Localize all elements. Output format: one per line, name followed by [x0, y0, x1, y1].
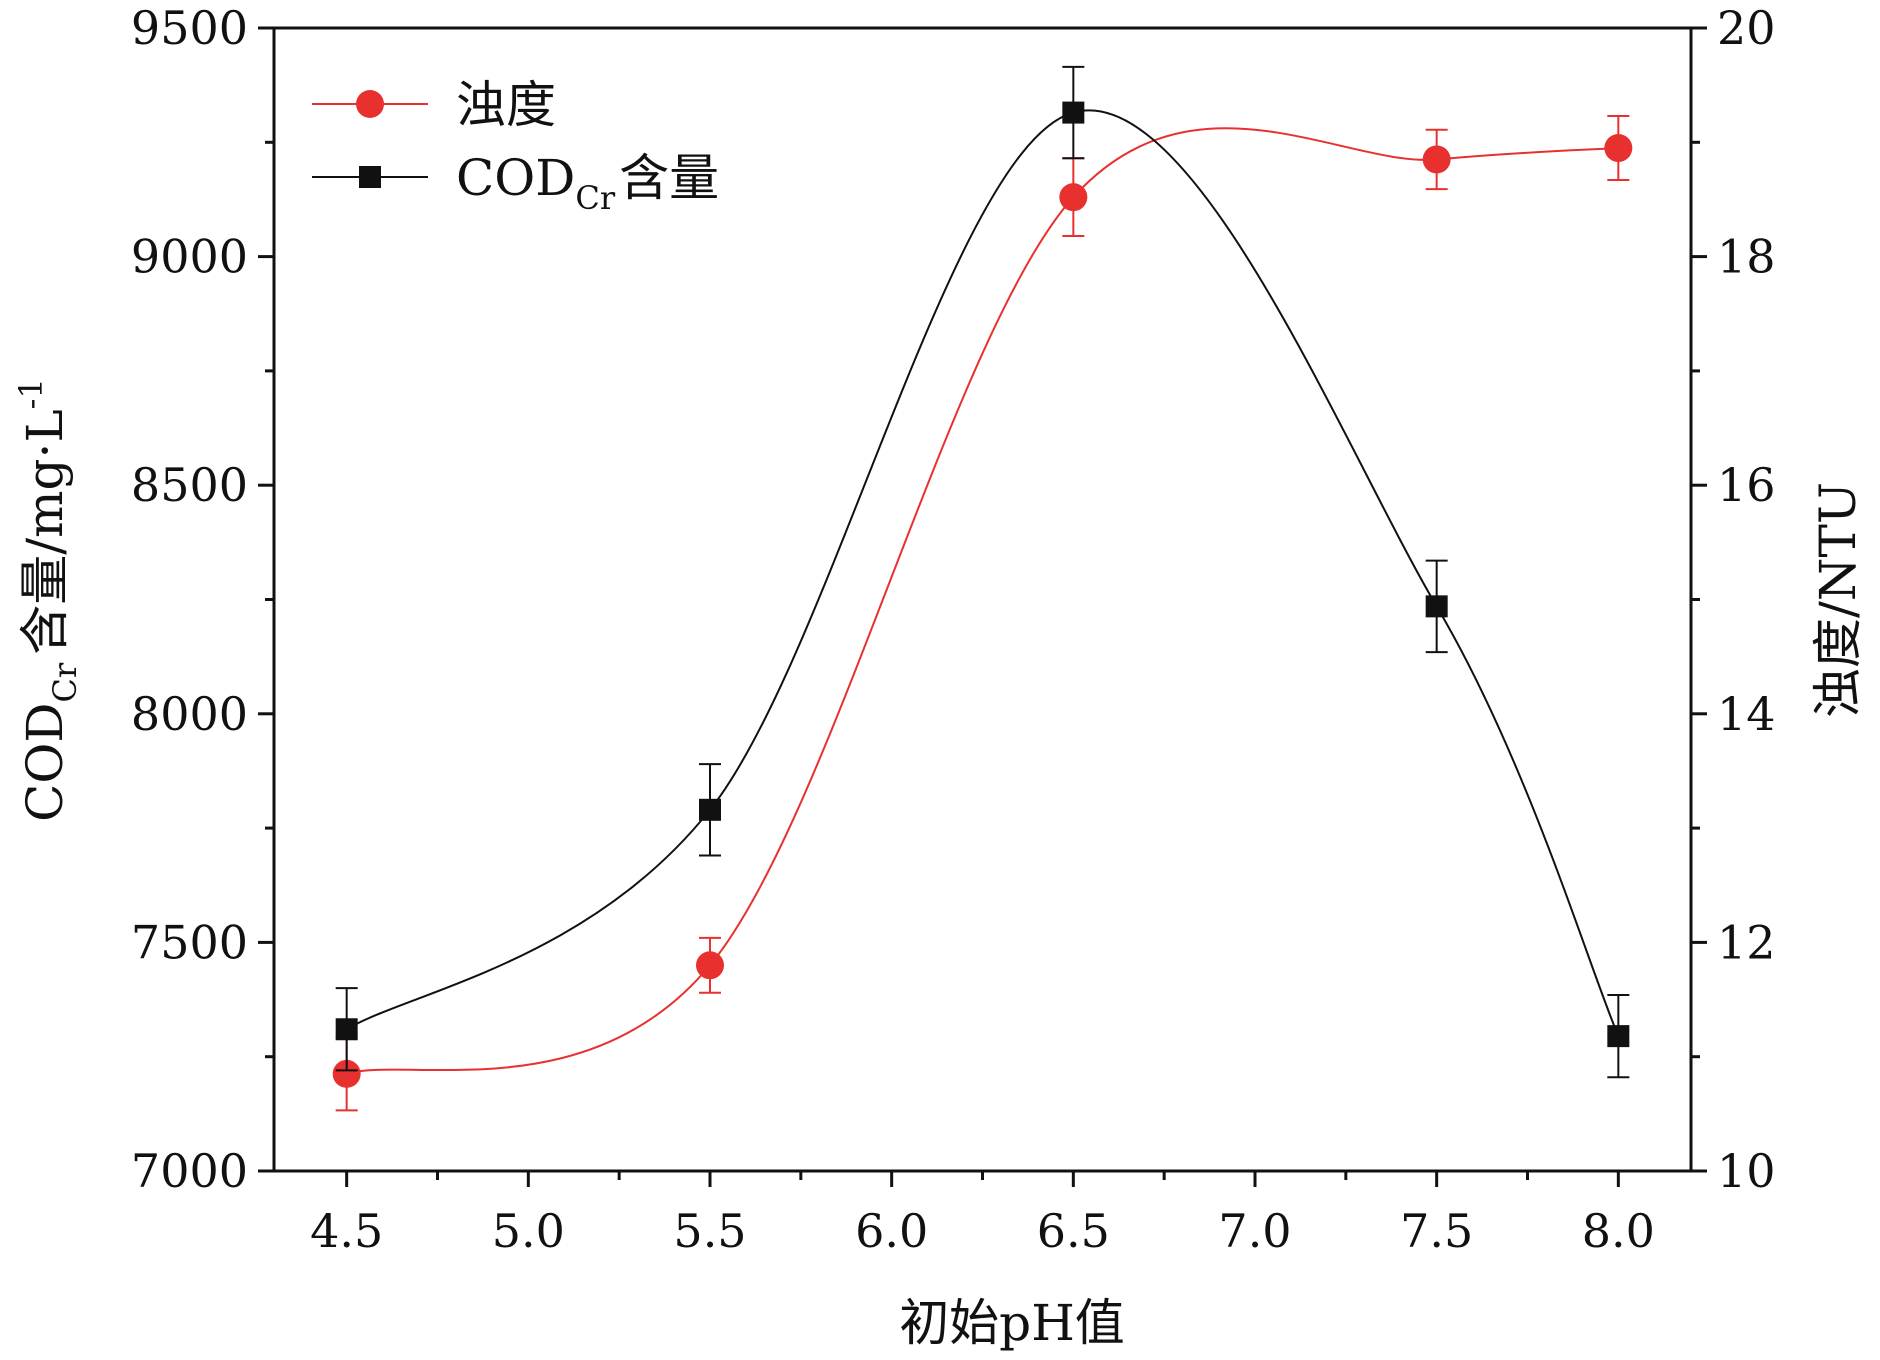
- legend-cod-suffix: 含量: [619, 149, 719, 207]
- y-right-tick-label: 16: [1717, 458, 1776, 512]
- y-axis-right-title: 浊度/NTU: [1809, 482, 1867, 718]
- data-point-cod: [1425, 595, 1448, 618]
- y-right-tick-label: 12: [1717, 915, 1776, 969]
- y-left-title-rest: 含量/mg·L: [16, 409, 74, 654]
- data-point-turbidity: [332, 1059, 361, 1088]
- legend-label-turbidity: 浊度: [456, 76, 556, 134]
- data-point-turbidity: [696, 951, 724, 980]
- legend-cod-main: COD: [456, 149, 575, 207]
- x-tick-label: 5.5: [673, 1204, 746, 1258]
- data-point-cod: [1607, 1025, 1630, 1048]
- data-point-turbidity: [1604, 134, 1633, 163]
- y-axis-left-title: CODCr 含量/mg·L-1: [12, 378, 84, 822]
- legend-cod-sub: Cr: [575, 179, 615, 217]
- y-left-tick-label: 9000: [131, 230, 248, 284]
- y-right-tick-label: 14: [1717, 687, 1776, 741]
- legend: 浊度 CODCr含量: [312, 76, 719, 217]
- y-left-title-sub: Cr: [46, 662, 84, 702]
- x-axis-title: 初始pH值: [899, 1294, 1125, 1352]
- x-tick-label: 6.0: [855, 1204, 928, 1258]
- x-tick-label: 8.0: [1582, 1204, 1655, 1258]
- y-left-tick-label: 9500: [131, 1, 248, 55]
- y-right-tick-label: 20: [1717, 1, 1776, 55]
- legend-label-cod: CODCr含量: [456, 149, 719, 217]
- y-left-title-main: COD: [16, 702, 74, 821]
- data-point-cod: [699, 798, 721, 821]
- y-left-tick-label: 8500: [131, 458, 248, 512]
- data-point-turbidity: [1059, 183, 1088, 212]
- x-tick-label: 6.5: [1037, 1204, 1110, 1258]
- ticks-layer: 4.5 5.0 5.5 6.0 6.5 7.0 7.5 8.0 7000 7500 8000 8500…: [131, 1, 1776, 1258]
- x-tick-label: 7.0: [1218, 1204, 1291, 1258]
- legend-marker-cod: [359, 166, 381, 188]
- legend-marker-turbidity: [356, 90, 384, 118]
- x-tick-label: 5.0: [492, 1204, 565, 1258]
- data-point-cod: [1062, 101, 1085, 124]
- data-point-turbidity: [1422, 145, 1451, 174]
- y-right-tick-label: 10: [1717, 1144, 1776, 1198]
- y-right-tick-label: 18: [1717, 230, 1776, 284]
- x-tick-label: 4.5: [310, 1204, 383, 1258]
- y-left-tick-label: 8000: [131, 687, 248, 741]
- x-tick-label: 7.5: [1400, 1204, 1473, 1258]
- y-left-tick-label: 7500: [131, 915, 248, 969]
- y-left-title-sup: -1: [12, 378, 50, 409]
- series-layer: [332, 65, 1633, 1112]
- y-left-tick-label: 7000: [131, 1144, 248, 1198]
- data-point-cod: [335, 1018, 358, 1041]
- series-line-1: [346, 109, 1620, 1037]
